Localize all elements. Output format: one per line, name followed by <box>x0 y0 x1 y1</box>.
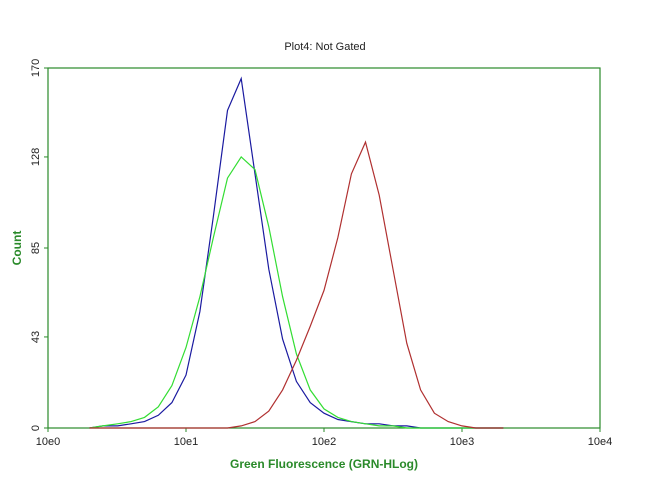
x-tick-label: 10e2 <box>312 436 336 448</box>
y-tick-label: 43 <box>30 331 42 343</box>
x-tick-label: 10e0 <box>36 436 60 448</box>
y-axis-label: Count <box>10 231 24 266</box>
x-tick-label: 10e3 <box>450 436 474 448</box>
x-tick-label: 10e1 <box>174 436 198 448</box>
series-line <box>89 140 504 429</box>
plot-frame <box>47 67 601 429</box>
x-tick-label: 10e4 <box>588 436 612 448</box>
y-tick-label: 85 <box>30 242 42 254</box>
series-line <box>89 155 504 429</box>
x-axis-label: Green Fluorescence (GRN-HLog) <box>230 457 418 471</box>
y-tick-label: 0 <box>30 425 42 431</box>
series-line <box>89 76 504 429</box>
y-tick-label: 128 <box>30 148 42 166</box>
chart-title: Plot4: Not Gated <box>284 41 365 53</box>
y-tick-label: 170 <box>30 59 42 77</box>
